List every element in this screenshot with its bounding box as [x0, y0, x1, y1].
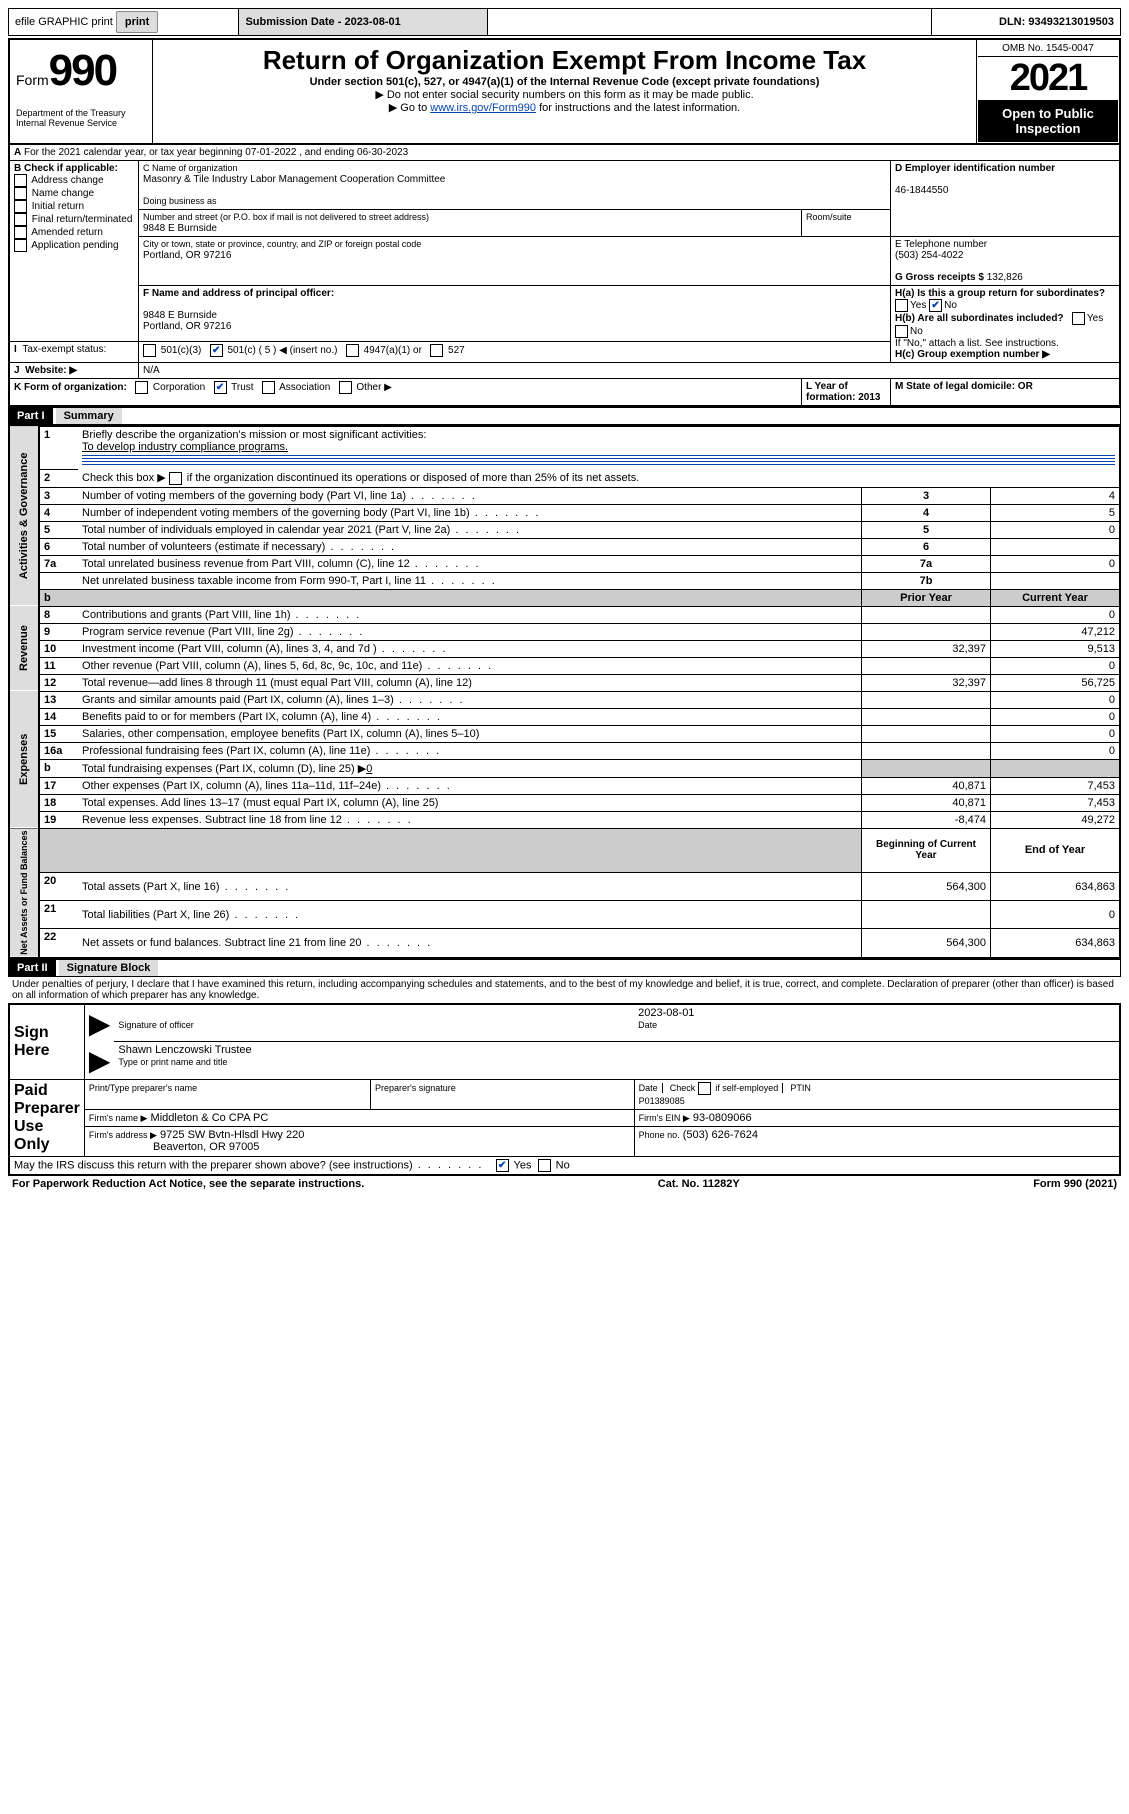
- vlab-activities: Activities & Governance: [9, 426, 39, 606]
- sub3p: Go to: [400, 102, 430, 114]
- mission: To develop industry compliance programs.: [82, 441, 288, 453]
- signature-block: Sign Here ▶ Signature of officer 2023-08…: [8, 1003, 1121, 1176]
- efile-label: efile GRAPHIC print: [15, 16, 113, 28]
- part1-table: Activities & Governance 1 Briefly descri…: [8, 425, 1121, 959]
- dept: Department of the Treasury: [16, 108, 146, 118]
- topbar: efile GRAPHIC print print Submission Dat…: [8, 8, 1121, 36]
- omb: OMB No. 1545-0047: [978, 41, 1118, 57]
- submission-date: Submission Date - 2023-08-01: [239, 9, 487, 36]
- row-3: 3Number of voting members of the governi…: [9, 487, 1120, 504]
- form-label: Form: [16, 72, 49, 88]
- row-6: 6Total number of volunteers (estimate if…: [9, 538, 1120, 555]
- org-name: Masonry & Tile Industry Labor Management…: [143, 174, 445, 185]
- row-5: 5Total number of individuals employed in…: [9, 521, 1120, 538]
- sub1: Under section 501(c), 527, or 4947(a)(1)…: [310, 76, 820, 88]
- gross: 132,826: [987, 272, 1023, 283]
- part1-title: Summary: [56, 408, 122, 424]
- street: 9848 E Burnside: [143, 223, 217, 234]
- catno: Cat. No. 11282Y: [658, 1178, 740, 1190]
- irs-link[interactable]: www.irs.gov/Form990: [430, 102, 536, 114]
- sub3s: for instructions and the latest informat…: [536, 102, 740, 114]
- phone: (503) 254-4022: [895, 250, 963, 261]
- row-7a: 7aTotal unrelated business revenue from …: [9, 555, 1120, 572]
- ein-label: D Employer identification number: [895, 163, 1055, 174]
- tax-year: 2021: [978, 57, 1118, 100]
- dln: DLN: 93493213019503: [932, 9, 1121, 36]
- row-4: 4Number of independent voting members of…: [9, 504, 1120, 521]
- city: Portland, OR 97216: [143, 250, 231, 261]
- ein: 46-1844550: [895, 185, 948, 196]
- sign-arrow-icon: ▶: [84, 1042, 114, 1080]
- part1-label: Part I: [9, 408, 53, 424]
- entity-info: B Check if applicable: Address change Na…: [8, 160, 1121, 406]
- part2-label: Part II: [9, 960, 56, 976]
- perjury: Under penalties of perjury, I declare th…: [8, 977, 1121, 1003]
- row-7b: Net unrelated business taxable income fr…: [9, 572, 1120, 589]
- website: N/A: [143, 365, 160, 376]
- form-title: Return of Organization Exempt From Incom…: [154, 41, 975, 76]
- b-label: B Check if applicable:: [14, 163, 118, 174]
- irs: Internal Revenue Service: [16, 118, 146, 128]
- open-inspect: Open to Public Inspection: [978, 100, 1118, 142]
- sign-arrow-icon: ▶: [84, 1004, 114, 1042]
- paperwork: For Paperwork Reduction Act Notice, see …: [12, 1178, 364, 1190]
- form-header: Form990 Department of the Treasury Inter…: [8, 38, 1121, 145]
- form-number: 990: [49, 46, 116, 95]
- period: For the 2021 calendar year, or tax year …: [24, 147, 408, 158]
- print-btn[interactable]: print: [116, 11, 158, 33]
- sub2: Do not enter social security numbers on …: [387, 89, 754, 101]
